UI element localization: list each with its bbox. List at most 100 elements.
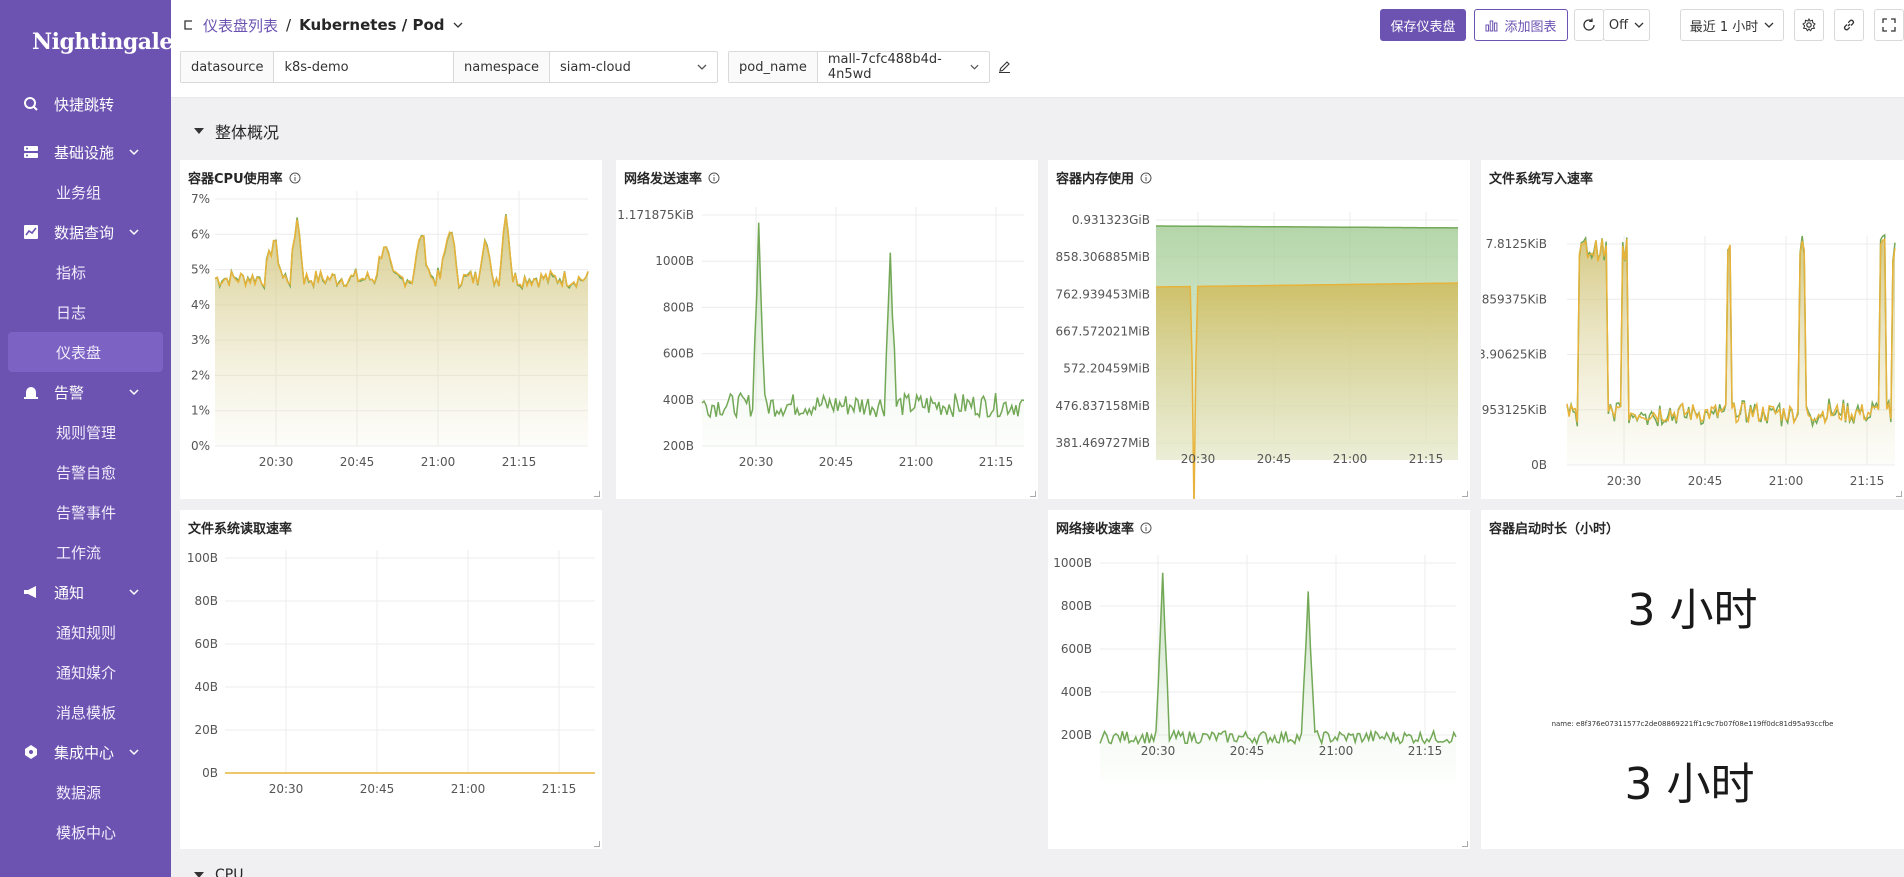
memory-usage-chart: 0.931323GiB 858.306885MiB 762.939453MiB 667… [1056,212,1458,499]
y-tick-label: 400B [663,393,694,407]
variable-pod-name[interactable]: pod_name mall-7cfc488b4d-4n5wd [728,51,990,83]
sidebar-item-quick-jump[interactable]: 快捷跳转 [0,84,171,124]
variable-namespace[interactable]: namespace siam-cloud [453,51,718,83]
y-tick-label: 600B [1061,642,1092,656]
y-tick-label: 200B [663,439,694,453]
row-header-overview[interactable]: 整体概况 [193,119,279,143]
sidebar-item-template-center[interactable]: 模板中心 [56,823,117,842]
y-tick-label: 1% [191,404,210,418]
auto-refresh-select[interactable]: Off [1603,9,1650,41]
y-tick-label: 1.171875KiB [617,208,694,222]
panel-title-text: 容器内存使用 [1056,172,1135,187]
y-tick-label: 858.306885MiB [1056,250,1150,264]
refresh-button[interactable] [1574,9,1604,41]
sidebar-item-integrations[interactable]: 集成中心 [0,732,171,772]
search-icon [22,95,40,113]
sidebar-item-dashboards[interactable]: 仪表盘 [8,332,163,372]
chevron-down-icon [129,389,139,396]
sidebar-item-rules[interactable]: 规则管理 [56,423,117,442]
y-tick-label: 3% [191,333,210,347]
sidebar-item-label: 数据查询 [54,223,115,242]
sidebar-item-notification[interactable]: 通知 [0,572,171,612]
sidebar-item-logs[interactable]: 日志 [56,303,87,322]
breadcrumb-current-dashboard[interactable]: Kubernetes / Pod [299,16,445,34]
sidebar-item-business-group[interactable]: 业务组 [56,183,102,202]
panel-title-text: 文件系统读取速率 [188,522,293,537]
info-icon[interactable] [1140,522,1152,534]
sidebar-item-label: 快捷跳转 [54,95,115,114]
y-tick-label: 762.939453MiB [1056,287,1150,301]
chevron-down-icon [970,64,979,70]
y-tick-label: 800B [663,300,694,314]
variable-value: k8s-demo [284,59,349,75]
resize-handle[interactable] [594,491,600,497]
resize-handle[interactable] [594,841,600,847]
breadcrumb-dashboard-list[interactable]: 仪表盘列表 [203,16,279,35]
add-chart-button[interactable]: 添加图表 [1474,9,1568,41]
sidebar: Nightingale 快捷跳转 基础设施 业务组 数据查询 指标 日志 仪表盘… [0,0,171,877]
panel-network-rx[interactable]: 1000B 800B 600B 400B 200B 20:30 20:45 21:00 21:1… [1048,510,1470,849]
panel-title-text: 容器CPU使用率 [188,172,283,187]
panel-network-tx[interactable]: 1.171875KiB 1000B 800B 600B 400B 200B 20:30 20:… [616,160,1038,499]
sidebar-item-alert-events[interactable]: 告警事件 [56,503,117,522]
chevron-down-icon[interactable] [453,20,463,30]
dashboard-header: 仪表盘列表 / Kubernetes / Pod 保存仪表盘 添加图表 Off … [171,0,1904,98]
breadcrumb-separator: / [286,16,292,34]
panel-memory-usage[interactable]: 0.931323GiB 858.306885MiB 762.939453MiB 667… [1048,160,1470,499]
edit-variables-icon[interactable] [998,60,1011,73]
row-header-cpu[interactable]: CPU [193,867,243,877]
sidebar-item-notify-media[interactable]: 通知媒介 [56,663,117,682]
panel-title: 容器启动时长（小时） [1489,518,1619,537]
x-tick-label: 21:00 [451,782,486,796]
memory-series-1-line [1156,282,1458,499]
x-tick-label: 20:45 [1688,474,1723,488]
panel-fs-write[interactable]: 7.8125KiB 5.859375KiB 3.90625KiB 1.953125Ki… [1481,160,1904,499]
variable-datasource[interactable]: datasource k8s-demo [180,51,616,83]
x-tick-label: 20:30 [1607,474,1642,488]
y-tick-label: 0% [191,439,210,453]
sidebar-item-notify-rules[interactable]: 通知规则 [56,623,117,642]
x-tick-label: 20:30 [1141,744,1176,758]
network-tx-area [702,222,1024,446]
sidebar-item-metrics[interactable]: 指标 [56,263,87,282]
add-chart-label: 添加图表 [1504,19,1557,35]
uptime-series-name: name: e8f376e07311577c2de08869221ff1c9c7… [1551,720,1834,728]
resize-handle[interactable] [1030,491,1036,497]
save-dashboard-button[interactable]: 保存仪表盘 [1380,9,1466,41]
logo[interactable]: Nightingale [0,0,171,84]
gear-icon [1802,18,1816,32]
panel-cpu-usage[interactable]: 7% 6% 5% 4% 3% 2% 1% 0% 20:30 20:45 21:00 21:15 容器C… [180,160,602,499]
panel-container-uptime[interactable]: 容器启动时长（小时） 3 小时 name: e8f376e07311577c2d… [1481,510,1904,849]
collapse-caret-icon [194,872,204,877]
sidebar-item-datasources[interactable]: 数据源 [56,783,102,802]
info-icon[interactable] [1140,172,1152,184]
panel-fs-read[interactable]: 100B 80B 60B 40B 20B 0B 20:30 20:45 21:00 21:15 文… [180,510,602,849]
x-tick-label: 21:00 [1333,452,1368,466]
y-tick-label: 60B [194,637,218,651]
variable-label: pod_name [729,52,818,82]
sidebar-item-message-templates[interactable]: 消息模板 [56,703,117,722]
time-range-picker[interactable]: 最近 1 小时 [1680,9,1784,41]
y-tick-label: 1000B [1053,556,1092,570]
back-icon[interactable] [183,19,195,31]
info-icon[interactable] [289,172,301,184]
variable-value: siam-cloud [560,59,631,75]
info-icon[interactable] [708,172,720,184]
resize-handle[interactable] [1462,491,1468,497]
y-tick-label: 400B [1061,685,1092,699]
sidebar-item-self-healing[interactable]: 告警自愈 [56,463,117,482]
variable-value-select[interactable]: siam-cloud [550,52,717,82]
variable-value-select[interactable]: mall-7cfc488b4d-4n5wd [818,52,989,82]
fullscreen-button[interactable] [1874,9,1904,41]
panel-title: 容器内存使用 [1056,168,1152,187]
share-link-button[interactable] [1834,9,1864,41]
sidebar-item-infrastructure[interactable]: 基础设施 [0,132,171,172]
resize-handle[interactable] [1462,841,1468,847]
sidebar-item-data-query[interactable]: 数据查询 [0,212,171,252]
settings-button[interactable] [1794,9,1824,41]
sidebar-item-workflow[interactable]: 工作流 [56,543,102,562]
x-tick-label: 20:45 [819,455,854,469]
resize-handle[interactable] [1896,491,1902,497]
x-tick-label: 21:15 [979,455,1014,469]
sidebar-item-alerting[interactable]: 告警 [0,372,171,412]
